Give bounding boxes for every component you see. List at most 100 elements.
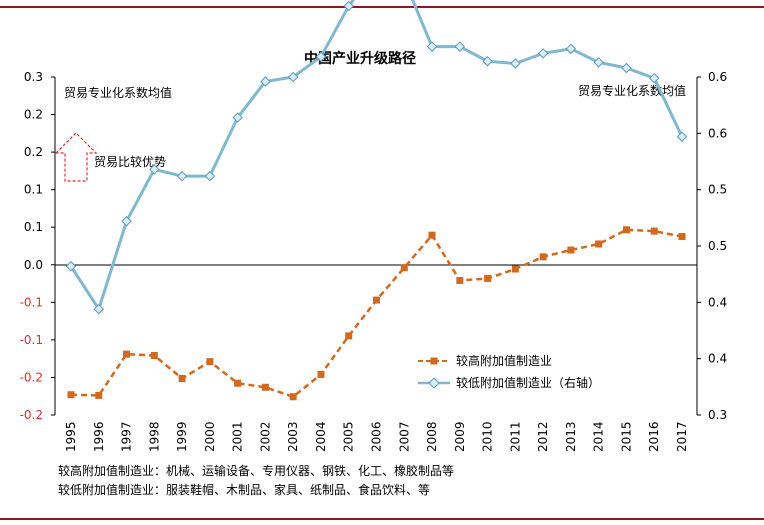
x-tick-label: 2005 <box>342 421 356 452</box>
left-axis-ticks: 0.3 0.2 0.2 0.1 0.1 0.0 -0.1 -0.1 -0.2 -0.2 <box>20 70 55 422</box>
series-line-low-value <box>69 0 684 313</box>
top-rule <box>0 6 764 8</box>
right-axis-ticks: 0.6 0.6 0.5 0.5 0.4 0.4 0.3 <box>697 70 727 422</box>
chart: 中国产业升级路径 0.3 0.2 0.2 0.1 0.1 0.0 -0.1 -0.1 -0.2 -… <box>20 0 727 452</box>
legend-marker-high <box>430 357 438 365</box>
x-tick-label: 2014 <box>592 421 606 452</box>
point-high-value <box>622 226 630 234</box>
legend-label-high: 较高附加值制造业 <box>456 353 552 368</box>
left-tick-label: -0.2 <box>20 370 43 384</box>
legend-label-low: 较低附加值制造业（右轴） <box>456 375 600 390</box>
point-low-value <box>676 131 688 142</box>
point-high-value <box>317 370 325 378</box>
series-layer <box>65 0 688 401</box>
x-tick-label: 1998 <box>147 421 161 452</box>
bottom-rule <box>0 518 764 520</box>
note-high-value: 较高附加值制造业：机械、运输设备、专用仪器、钢铁、化工、橡胶制品等 <box>58 464 455 478</box>
right-tick-label: 0.6 <box>708 126 727 140</box>
point-low-value <box>426 41 438 52</box>
point-high-value <box>511 265 519 273</box>
left-tick-label: 0.1 <box>24 220 43 234</box>
right-tick-label: 0.5 <box>708 183 727 197</box>
point-low-value <box>204 170 216 182</box>
point-high-value <box>484 274 492 282</box>
x-tick-label: 2001 <box>231 421 245 452</box>
point-high-value <box>67 391 75 399</box>
point-low-value <box>93 303 105 315</box>
point-high-value <box>345 332 353 340</box>
right-tick-label: 0.3 <box>708 408 727 422</box>
left-tick-label: -0.1 <box>20 333 43 347</box>
point-low-value <box>232 112 243 123</box>
x-tick-label: 2011 <box>508 421 522 452</box>
point-high-value <box>539 253 547 261</box>
point-high-value <box>595 240 603 248</box>
point-low-value <box>482 55 493 67</box>
x-tick-label: 2015 <box>619 421 633 452</box>
point-high-value <box>567 246 575 254</box>
right-tick-label: 0.4 <box>708 352 727 366</box>
note-low-value: 较低附加值制造业：服装鞋帽、木制品、家具、纸制品、食品饮料、等 <box>58 483 431 497</box>
point-low-value <box>149 164 160 175</box>
x-tick-label: 2000 <box>203 421 217 452</box>
chart-title: 中国产业升级路径 <box>304 50 416 67</box>
point-low-value <box>65 261 77 272</box>
point-high-value <box>150 352 158 360</box>
x-tick-label: 2003 <box>286 421 300 452</box>
x-tick-label: 1999 <box>175 421 189 452</box>
point-low-value <box>537 48 549 59</box>
left-tick-label: -0.2 <box>20 408 43 422</box>
point-low-value <box>454 41 466 52</box>
left-tick-label: 0.2 <box>24 145 43 159</box>
comparative-advantage-arrow <box>54 132 98 182</box>
point-high-value <box>650 227 658 235</box>
x-tick-label: 2002 <box>258 421 272 452</box>
x-tick-label: 2009 <box>453 421 467 452</box>
legend: 较高附加值制造业 较低附加值制造业（右轴） <box>418 353 600 390</box>
left-tick-label: -0.1 <box>20 295 43 309</box>
right-tick-label: 0.5 <box>708 239 727 253</box>
x-tick-label: 2008 <box>425 421 439 452</box>
x-tick-label: 2010 <box>481 421 495 452</box>
point-high-value <box>123 350 131 358</box>
x-tick-label: 2006 <box>370 421 384 452</box>
x-tick-label: 1996 <box>92 421 106 452</box>
x-tick-label: 2004 <box>314 421 328 452</box>
left-tick-label: 0.1 <box>24 183 43 197</box>
point-low-value <box>593 57 604 68</box>
left-tick-label: 0.3 <box>24 70 43 84</box>
point-low-value <box>121 215 132 227</box>
point-high-value <box>400 264 408 272</box>
legend-marker-low <box>428 377 440 389</box>
x-tick-label: 1995 <box>64 421 78 452</box>
point-low-value <box>176 170 188 182</box>
point-high-value <box>234 379 242 387</box>
point-low-value <box>260 76 271 87</box>
right-axis-caption: 贸易专业化系数均值 <box>578 83 686 98</box>
series-line-high-value <box>70 228 683 399</box>
x-tick-label: 2012 <box>536 421 550 452</box>
point-high-value <box>95 391 103 399</box>
point-low-value <box>510 58 521 69</box>
point-low-value <box>621 62 632 74</box>
right-tick-label: 0.4 <box>708 295 727 309</box>
x-tick-label: 2016 <box>647 421 661 452</box>
x-tick-label: 2017 <box>675 421 689 452</box>
point-high-value <box>428 231 436 239</box>
point-low-value <box>343 0 354 12</box>
point-low-value <box>287 71 299 83</box>
left-tick-label: 0.0 <box>24 258 43 272</box>
point-high-value <box>456 276 464 284</box>
point-low-value <box>315 51 327 62</box>
x-tick-label: 1997 <box>120 421 134 452</box>
point-low-value <box>565 43 577 55</box>
x-axis-ticks: 1995 1996 1997 1998 1999 2000 2001 2002 2003 2004… <box>64 421 689 452</box>
point-low-value <box>648 72 660 84</box>
right-tick-label: 0.6 <box>708 70 727 84</box>
point-high-value <box>289 393 297 401</box>
x-tick-label: 2007 <box>397 421 411 452</box>
arrow-label: 贸易比较优势 <box>94 154 166 169</box>
point-high-value <box>261 383 269 391</box>
left-tick-label: 0.2 <box>24 108 43 122</box>
point-high-value <box>206 358 214 366</box>
